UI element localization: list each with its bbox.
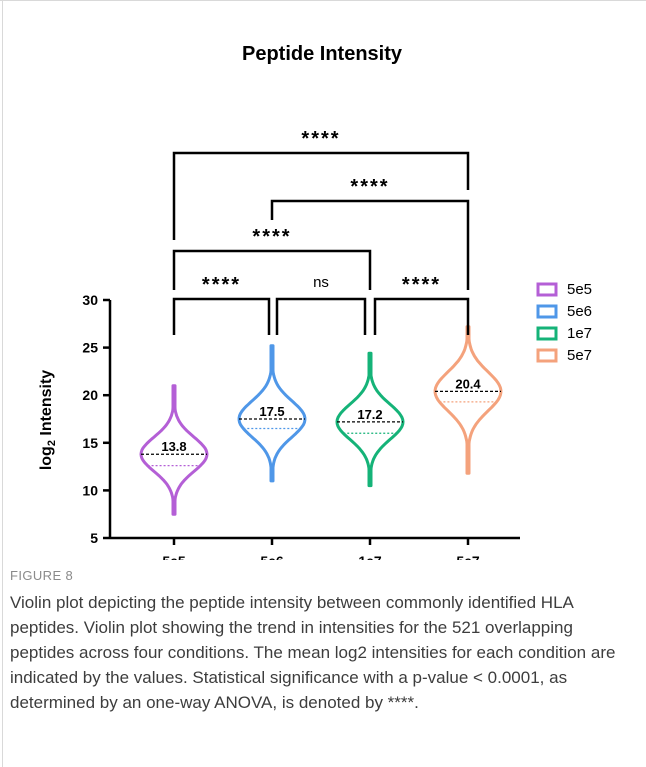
legend-item-5e6: 5e6 [536, 303, 592, 320]
legend-label: 5e5 [567, 281, 592, 298]
y-tick-label: 20 [82, 387, 98, 403]
mean-value-label: 17.2 [357, 407, 382, 422]
violin-5e6: 17.5 [237, 344, 307, 483]
violin-body [237, 344, 307, 483]
legend-label: 1e7 [567, 325, 592, 342]
violin-body [139, 384, 209, 516]
legend-swatch [536, 326, 558, 341]
mean-value-label: 20.4 [455, 376, 481, 391]
y-tick-label: 30 [82, 292, 98, 308]
significance-bracket: ns [275, 274, 367, 335]
bracket-line [275, 297, 367, 335]
x-tick-label: 5e5 [162, 553, 186, 560]
violin-body [433, 325, 503, 475]
y-tick-label: 5 [90, 530, 98, 546]
significance-bracket: **** [270, 176, 470, 290]
legend-swatch [536, 282, 558, 297]
y-axis-label: log2 Intensity [37, 369, 59, 471]
violin-5e7: 20.4 [433, 325, 503, 475]
significance-label: **** [252, 226, 291, 248]
legend-label: 5e6 [567, 303, 592, 320]
bracket-line [172, 297, 271, 335]
x-tick-label: 5e6 [260, 553, 284, 560]
significance-label: **** [202, 274, 241, 296]
x-tick-label: 1e7 [358, 553, 382, 560]
significance-bracket: **** [172, 274, 271, 335]
bracket-line [172, 249, 372, 290]
significance-label: ns [313, 274, 329, 291]
bracket-line [172, 151, 470, 240]
mean-value-label: 13.8 [161, 439, 186, 454]
bracket-line [373, 297, 470, 335]
significance-bracket: **** [172, 128, 470, 240]
x-tick-label: 5e7 [456, 553, 480, 560]
violins: 13.8 17.5 17.2 20.4 [139, 325, 503, 516]
bracket-line [270, 199, 470, 290]
y-tick-label: 10 [82, 482, 98, 498]
figure-frame-left-border [2, 0, 3, 767]
significance-label: **** [301, 128, 340, 150]
legend-item-5e7: 5e7 [536, 347, 592, 364]
axes: 5 10 15 20 25 30 5e5 5e6 1e7 5e7 [82, 292, 520, 560]
violin-body [335, 351, 405, 488]
violin-1e7: 17.2 [335, 351, 405, 488]
significance-bracket: **** [373, 274, 470, 335]
y-tick-label: 25 [82, 340, 98, 356]
significance-brackets: **** ns **** **** **** **** [172, 128, 470, 335]
legend-swatch [536, 304, 558, 319]
mean-value-label: 17.5 [259, 404, 284, 419]
legend-item-5e5: 5e5 [536, 281, 592, 298]
violin-5e5: 13.8 [139, 384, 209, 516]
legend-label: 5e7 [567, 347, 592, 364]
y-tick-label: 15 [82, 435, 98, 451]
figure-caption: Violin plot depicting the peptide intens… [10, 593, 616, 712]
significance-label: **** [350, 176, 389, 198]
legend-item-1e7: 1e7 [536, 325, 592, 342]
significance-bracket: **** [172, 226, 372, 290]
chart-title: Peptide Intensity [242, 43, 403, 65]
figure-label: FIGURE 8 [10, 568, 74, 583]
legend-swatch [536, 348, 558, 363]
legend: 5e5 5e6 1e7 5e7 [536, 281, 592, 364]
violin-chart: Peptide Intensity 510152025305e55e61e75e… [82, 43, 592, 560]
significance-label: **** [402, 274, 441, 296]
